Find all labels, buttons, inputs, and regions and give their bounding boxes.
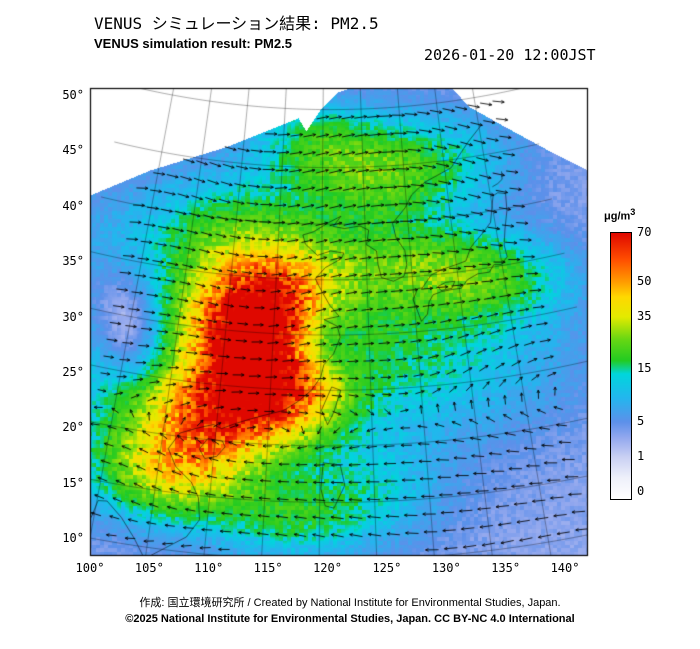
lon-tick-label: 130° [431, 561, 461, 575]
lon-tick-label: 105° [134, 561, 164, 575]
lat-tick-label: 25° [62, 364, 84, 379]
lon-tick-label: 100° [75, 561, 105, 575]
lat-tick-label: 15° [62, 475, 84, 490]
lat-tick-label: 50° [62, 88, 84, 102]
pm25-colorbar [610, 232, 632, 500]
lon-tick-label: 140° [550, 561, 580, 575]
lat-tick-label: 30° [62, 309, 84, 324]
colorbar-tick-label: 70 [637, 225, 652, 239]
lat-tick-label: 20° [62, 420, 84, 435]
colorbar-unit-sup: 3 [630, 207, 636, 217]
colorbar-tick-label: 5 [637, 414, 645, 429]
colorbar-tick-label: 15 [637, 360, 652, 375]
lon-tick-label: 120° [313, 561, 342, 575]
colorbar-tick-label: 1 [637, 448, 645, 463]
lat-tick-label: 45° [62, 143, 84, 158]
colorbar-tick-label: 50 [637, 273, 652, 288]
lat-tick-label: 40° [62, 198, 84, 213]
colorbar-tick-label: 35 [637, 309, 652, 324]
license-line: ©2025 National Institute for Environment… [125, 613, 575, 625]
lat-tick-label: 10° [62, 531, 84, 545]
colorbar-tick-label: 0 [637, 484, 645, 499]
colorbar-unit-label: μg/m3 [604, 207, 635, 223]
lon-tick-label: 125° [372, 561, 402, 575]
lon-tick-label: 135° [491, 561, 521, 575]
lon-tick-label: 110° [194, 561, 224, 575]
lat-tick-label: 35° [62, 254, 84, 269]
credit-line: 作成: 国立環境研究所 / Created by National Instit… [139, 597, 561, 609]
lon-tick-label: 115° [253, 561, 283, 575]
colorbar-unit-base: μg/m [604, 210, 631, 223]
